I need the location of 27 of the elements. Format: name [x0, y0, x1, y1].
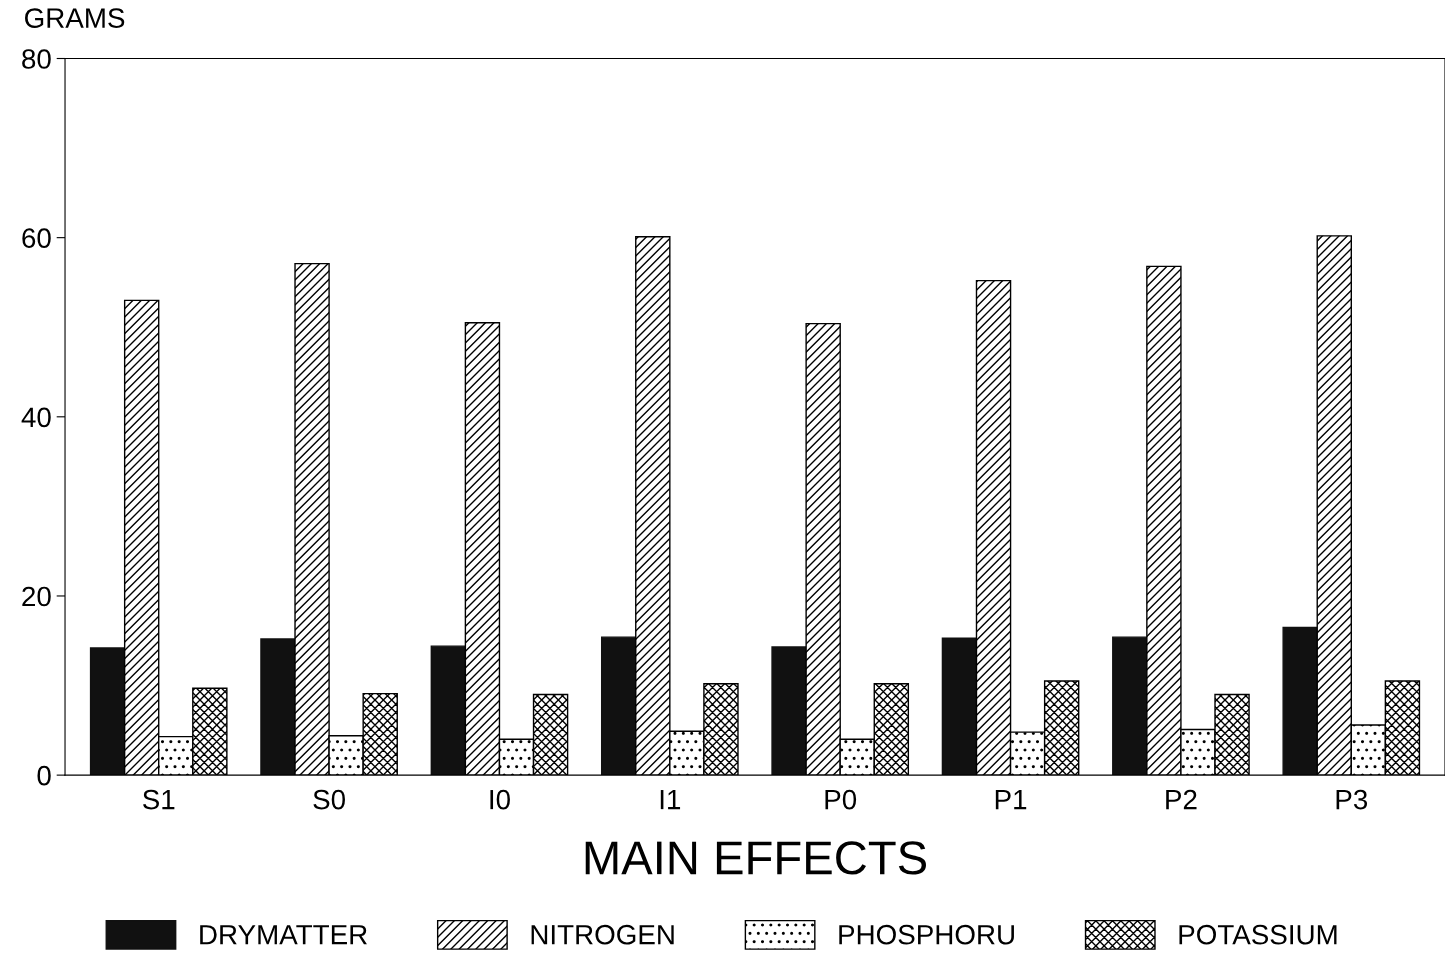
y-tick-label: 80	[22, 49, 51, 69]
y-tick-label: 40	[21, 407, 51, 428]
x-tick-label: S0	[313, 789, 345, 810]
bar	[1282, 626, 1318, 776]
legend-label: DRYMATTER	[200, 925, 367, 945]
legend-label: PHOSPHORU	[839, 924, 1014, 945]
bar	[941, 637, 978, 776]
legend-label: NITROGEN	[531, 924, 674, 945]
bar	[1112, 636, 1148, 776]
bar	[600, 636, 637, 776]
y-tick-label: 0	[37, 765, 51, 786]
x-tick-label: P1	[995, 790, 1027, 810]
y-tick-label: 20	[22, 586, 51, 607]
y-tick-label: 60	[22, 228, 51, 248]
bar	[430, 645, 467, 776]
x-tick-label: I0	[490, 789, 510, 810]
x-tick-label: P2	[1166, 789, 1197, 810]
x-tick-label: S1	[143, 789, 175, 810]
x-tick-label: P0	[825, 789, 857, 810]
x-tick-label: I1	[660, 790, 681, 810]
x-tick-label: P3	[1336, 789, 1368, 810]
y-axis-title: GRAMS	[25, 8, 125, 28]
bar	[260, 638, 296, 776]
bar	[89, 647, 126, 776]
bar	[771, 646, 807, 776]
x-axis-title: MAIN EFFECTS	[585, 841, 926, 875]
legend-label: POTASSIUM	[1179, 924, 1337, 945]
